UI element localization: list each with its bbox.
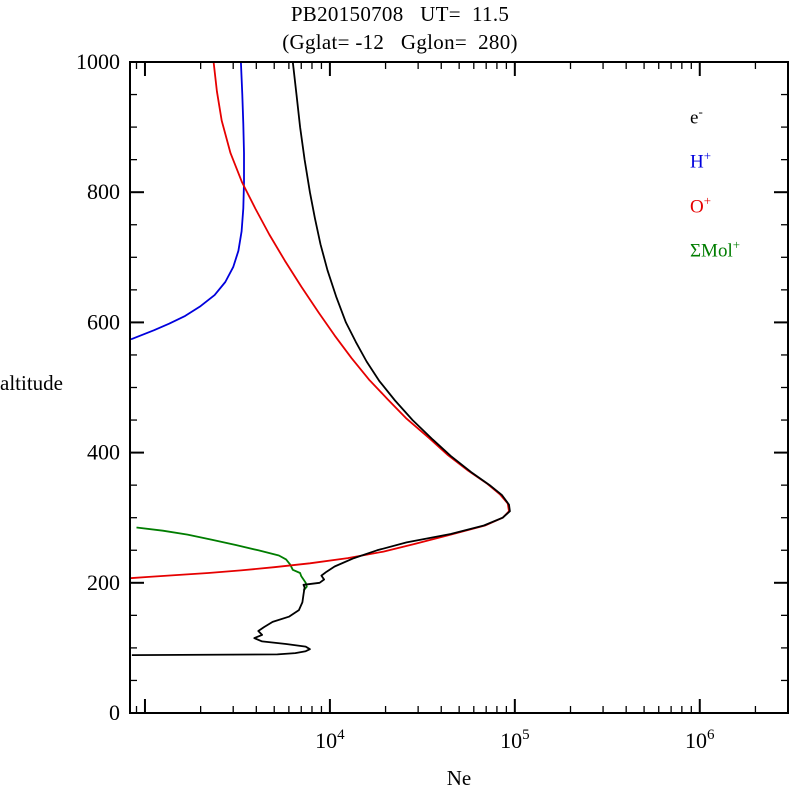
chart-subtitle: (Gglat= -12 Gglon= 280) xyxy=(282,30,518,54)
chart-title: PB20150708 UT= 11.5 xyxy=(290,2,510,26)
y-tick-label: 800 xyxy=(87,179,120,204)
legend-item-electron: e- xyxy=(690,104,703,129)
y-tick-label: 0 xyxy=(109,700,120,725)
legend: e- H+ O+ ΣMol+ xyxy=(690,100,740,263)
legend-label: e xyxy=(690,107,699,129)
y-tick-label: 1000 xyxy=(76,49,120,74)
y-tick-label: 600 xyxy=(87,309,120,334)
legend-item-oplus: O+ xyxy=(690,192,712,217)
series-H+ xyxy=(130,61,245,341)
legend-label: ΣMol xyxy=(690,240,733,262)
x-axis-label: Ne xyxy=(446,766,472,790)
x-tick-label: 105 xyxy=(500,727,530,753)
x-tick-label: 106 xyxy=(685,727,715,753)
y-tick-label: 200 xyxy=(87,570,120,595)
legend-label: O xyxy=(690,195,704,217)
series-Mol+ xyxy=(136,526,308,592)
y-axis-label: altitude xyxy=(0,371,63,395)
series-O+ xyxy=(129,61,510,580)
x-tick-label: 104 xyxy=(315,727,345,753)
plot-frame xyxy=(129,61,789,714)
legend-item-hplus: H+ xyxy=(690,148,712,173)
series-electron xyxy=(131,61,511,656)
legend-item-molplus: ΣMol+ xyxy=(690,236,741,262)
y-tick-label: 400 xyxy=(87,440,120,465)
legend-label: H xyxy=(690,151,704,173)
